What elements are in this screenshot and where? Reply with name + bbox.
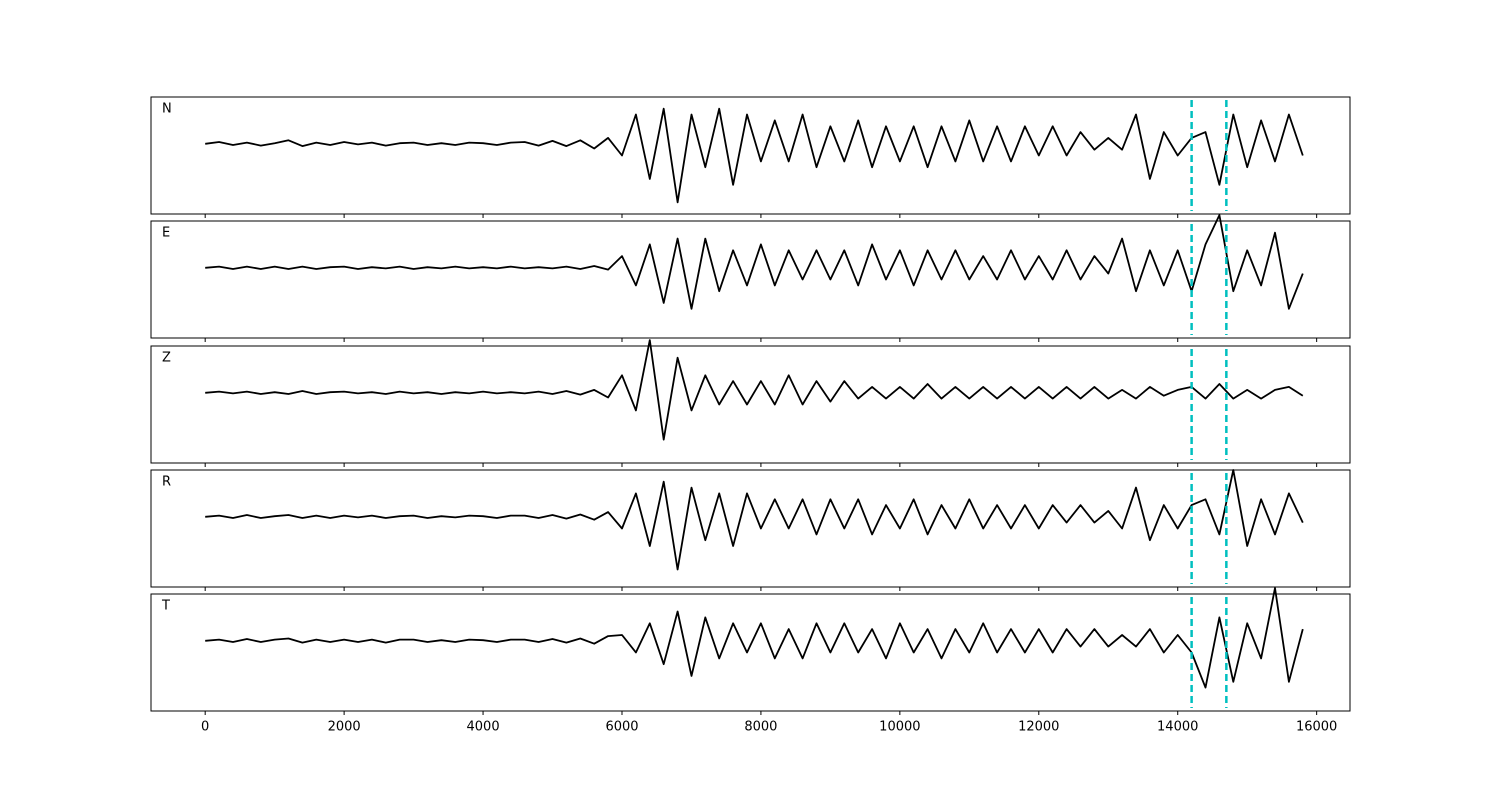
panel-label: Z	[162, 351, 171, 366]
x-tick-label: 12000	[1018, 720, 1059, 735]
x-tick-label: 0	[201, 720, 209, 735]
panel-label: E	[162, 226, 170, 241]
x-tick-label: 4000	[467, 720, 500, 735]
panel-label: T	[161, 599, 170, 614]
panel-frame	[150, 220, 1351, 339]
trace	[205, 339, 1304, 441]
panel-frame	[150, 345, 1351, 464]
panel-frame	[150, 593, 1351, 712]
panel-frame	[150, 469, 1351, 588]
x-tick-label: 16000	[1296, 720, 1337, 735]
trace	[205, 214, 1304, 310]
x-tick-label: 6000	[605, 720, 638, 735]
trace	[205, 587, 1304, 689]
x-tick-label: 2000	[328, 720, 361, 735]
trace	[205, 107, 1304, 204]
x-tick-label: 10000	[879, 720, 920, 735]
x-tick-label: 14000	[1157, 720, 1198, 735]
trace	[205, 469, 1304, 571]
panel-label: R	[162, 475, 171, 490]
panel-frame	[150, 96, 1351, 215]
x-tick-label: 8000	[744, 720, 777, 735]
panel-label: N	[162, 102, 172, 117]
